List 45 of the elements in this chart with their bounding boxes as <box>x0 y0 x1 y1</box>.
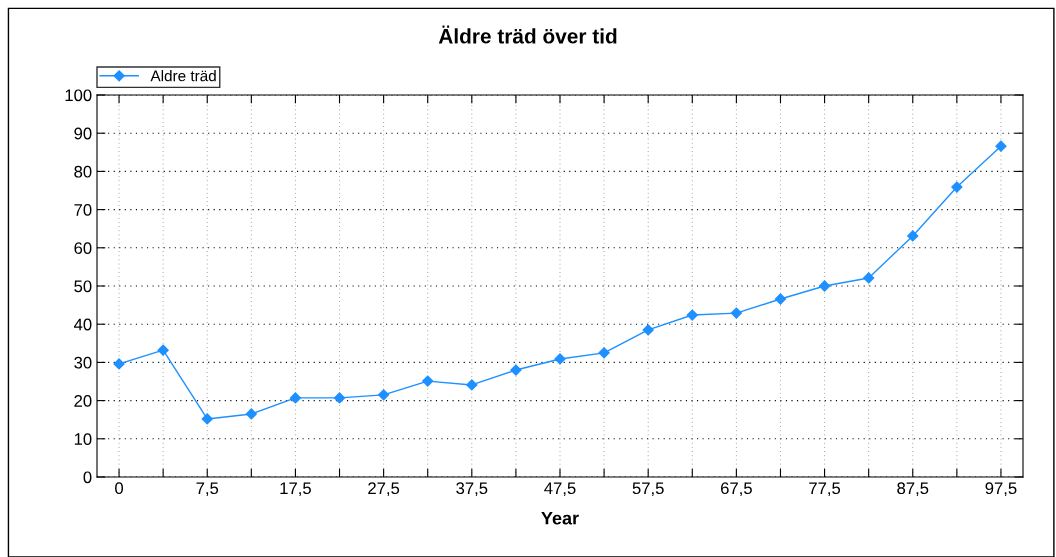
point <box>201 413 213 425</box>
point <box>157 344 169 356</box>
x-tick-label: 0 <box>115 482 124 495</box>
y-tick-label: 20 <box>74 395 92 407</box>
chart-title: Äldre träd över tid <box>438 25 617 44</box>
x-axis-title: Year <box>541 511 579 525</box>
point <box>422 375 434 387</box>
point <box>907 230 919 242</box>
x-tick-label: 17,5 <box>280 482 311 497</box>
legend-label: Aldre träd <box>150 70 216 82</box>
x-tick-label: 67,5 <box>721 482 752 497</box>
point <box>289 392 302 404</box>
point <box>863 272 875 284</box>
point <box>466 379 478 391</box>
x-tick-label: 27,5 <box>368 482 400 497</box>
y-tick-label: 50 <box>74 280 92 293</box>
y-tick-label: 90 <box>74 127 92 140</box>
x-tick-label: 57,5 <box>632 482 664 497</box>
y-tick-label: 30 <box>74 356 92 369</box>
point <box>333 392 346 404</box>
point <box>245 408 257 420</box>
y-tick-label: 0 <box>83 471 92 484</box>
point <box>510 364 522 376</box>
point <box>818 280 831 292</box>
point <box>951 181 963 193</box>
point <box>730 307 742 319</box>
y-tick-label: 70 <box>74 204 92 216</box>
x-tick-label: 97,5 <box>985 482 1017 497</box>
x-tick-label: 77,5 <box>809 482 841 497</box>
y-tick-label: 100 <box>65 89 92 102</box>
y-tick-label: 80 <box>74 165 92 178</box>
point <box>642 324 654 336</box>
point <box>995 140 1007 152</box>
x-tick-label: 47,5 <box>544 482 576 497</box>
point <box>378 389 390 401</box>
point <box>774 293 787 305</box>
point <box>113 358 125 370</box>
point <box>598 347 610 359</box>
y-tick-label: 10 <box>74 433 92 445</box>
point <box>686 309 698 321</box>
x-tick-label: 87,5 <box>897 482 929 497</box>
y-tick-label: 40 <box>73 318 92 331</box>
x-tick-label: 37,5 <box>456 482 488 497</box>
x-tick-label: 7,5 <box>196 482 219 497</box>
y-tick-label: 60 <box>74 242 92 254</box>
